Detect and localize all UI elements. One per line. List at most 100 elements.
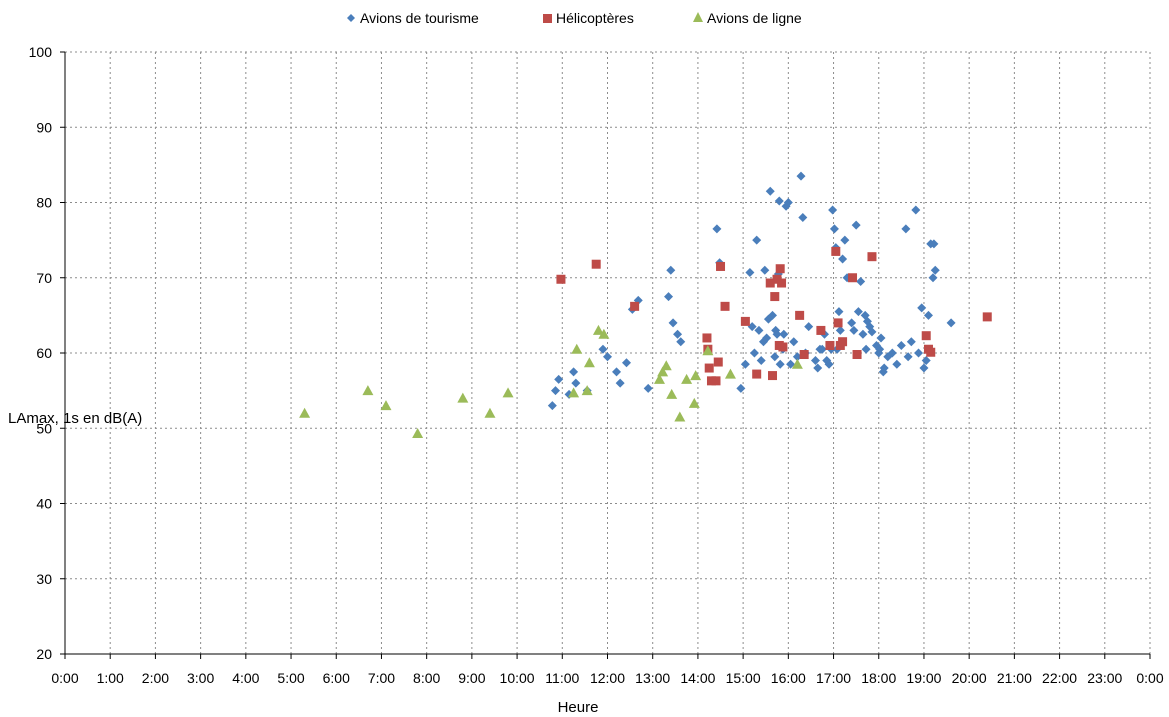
x-tick-label: 13:00 xyxy=(635,670,670,686)
point-helicoptere xyxy=(704,363,714,373)
point-tourisme xyxy=(798,213,808,223)
point-helicoptere xyxy=(768,371,778,381)
point-tourisme xyxy=(796,171,806,181)
point-tourisme xyxy=(804,322,814,332)
point-tourisme xyxy=(547,401,557,411)
point-tourisme xyxy=(828,205,838,215)
point-ligne xyxy=(592,324,604,335)
point-tourisme xyxy=(760,265,770,275)
point-tourisme xyxy=(919,363,929,373)
point-helicoptere xyxy=(778,342,788,352)
x-tick-label: 17:00 xyxy=(816,670,851,686)
point-tourisme xyxy=(813,363,823,373)
point-tourisme xyxy=(736,383,746,393)
point-tourisme xyxy=(906,337,916,347)
point-ligne xyxy=(660,360,672,371)
point-helicoptere xyxy=(702,333,712,343)
point-ligne xyxy=(484,407,496,418)
x-tick-label: 9:00 xyxy=(458,670,485,686)
point-tourisme xyxy=(792,352,802,362)
point-tourisme xyxy=(917,303,927,313)
point-tourisme xyxy=(849,325,859,335)
point-tourisme xyxy=(847,318,857,328)
point-tourisme xyxy=(876,333,886,343)
point-tourisme xyxy=(598,344,608,354)
point-ligne xyxy=(688,397,700,408)
x-tick-label: 19:00 xyxy=(906,670,941,686)
point-tourisme xyxy=(875,344,885,354)
point-helicoptere xyxy=(752,369,762,379)
x-tick-label: 0:00 xyxy=(1136,670,1163,686)
point-helicoptere xyxy=(825,340,835,350)
point-helicoptere xyxy=(852,350,862,360)
point-helicoptere xyxy=(711,376,721,386)
point-tourisme xyxy=(879,363,889,373)
legend-item-tourisme: Avions de tourisme xyxy=(347,10,479,26)
point-tourisme xyxy=(772,329,782,339)
point-tourisme xyxy=(861,344,871,354)
point-tourisme xyxy=(892,359,902,369)
point-tourisme xyxy=(756,356,766,366)
legend-item-ligne: Avions de ligne xyxy=(693,10,802,26)
point-tourisme xyxy=(887,348,897,358)
point-helicoptere xyxy=(556,274,566,284)
point-tourisme xyxy=(914,348,924,358)
point-ligne xyxy=(457,392,469,403)
point-tourisme xyxy=(754,325,764,335)
point-tourisme xyxy=(923,310,933,320)
point-ligne xyxy=(666,388,678,399)
point-helicoptere xyxy=(921,331,931,341)
point-tourisme xyxy=(779,329,789,339)
point-tourisme xyxy=(867,327,877,337)
x-tick-label: 18:00 xyxy=(861,670,896,686)
point-ligne xyxy=(583,357,595,368)
y-tick-labels: 20 30 40 50 60 70 80 90 100 xyxy=(29,44,53,662)
point-tourisme xyxy=(571,378,581,388)
point-tourisme xyxy=(554,374,564,384)
point-ligne xyxy=(653,373,665,384)
legend-label-helicopteres: Hélicoptères xyxy=(556,10,634,26)
legend-marker-ligne xyxy=(693,12,703,22)
point-ligne xyxy=(362,385,374,396)
point-tourisme xyxy=(817,344,827,354)
point-tourisme xyxy=(946,318,956,328)
x-tick-label: 14:00 xyxy=(680,670,715,686)
y-tick-label: 100 xyxy=(29,44,53,60)
point-ligne xyxy=(568,387,580,398)
point-tourisme xyxy=(643,383,653,393)
x-tick-label: 0:00 xyxy=(51,670,78,686)
point-tourisme xyxy=(921,356,931,366)
point-tourisme xyxy=(929,239,939,249)
legend-marker-tourisme xyxy=(347,14,355,22)
point-tourisme xyxy=(824,359,834,369)
point-ligne xyxy=(674,411,686,422)
point-tourisme xyxy=(749,348,759,358)
point-tourisme xyxy=(834,307,844,317)
point-helicoptere xyxy=(831,246,841,256)
data-points xyxy=(299,171,992,439)
y-tick-label: 80 xyxy=(36,195,52,211)
y-tick-label: 40 xyxy=(36,496,52,512)
x-tick-label: 4:00 xyxy=(232,670,259,686)
point-tourisme xyxy=(551,386,561,396)
y-tick-label: 50 xyxy=(36,420,52,436)
x-tick-label: 21:00 xyxy=(997,670,1032,686)
point-tourisme xyxy=(896,340,906,350)
x-tick-label: 16:00 xyxy=(771,670,806,686)
point-helicoptere xyxy=(867,252,877,262)
x-tick-label: 11:00 xyxy=(545,670,579,686)
axes xyxy=(60,51,1151,659)
x-tick-label: 5:00 xyxy=(277,670,304,686)
point-helicoptere xyxy=(833,318,843,328)
x-tick-label: 2:00 xyxy=(142,670,169,686)
legend-marker-helicopteres xyxy=(543,14,552,23)
point-tourisme xyxy=(901,224,911,234)
point-tourisme xyxy=(747,322,757,332)
legend-label-tourisme: Avions de tourisme xyxy=(360,10,479,26)
point-ligne xyxy=(598,328,610,339)
point-tourisme xyxy=(768,310,778,320)
y-tick-label: 60 xyxy=(36,345,52,361)
point-tourisme xyxy=(911,205,921,215)
point-helicoptere xyxy=(630,301,640,311)
x-tick-label: 23:00 xyxy=(1087,670,1122,686)
